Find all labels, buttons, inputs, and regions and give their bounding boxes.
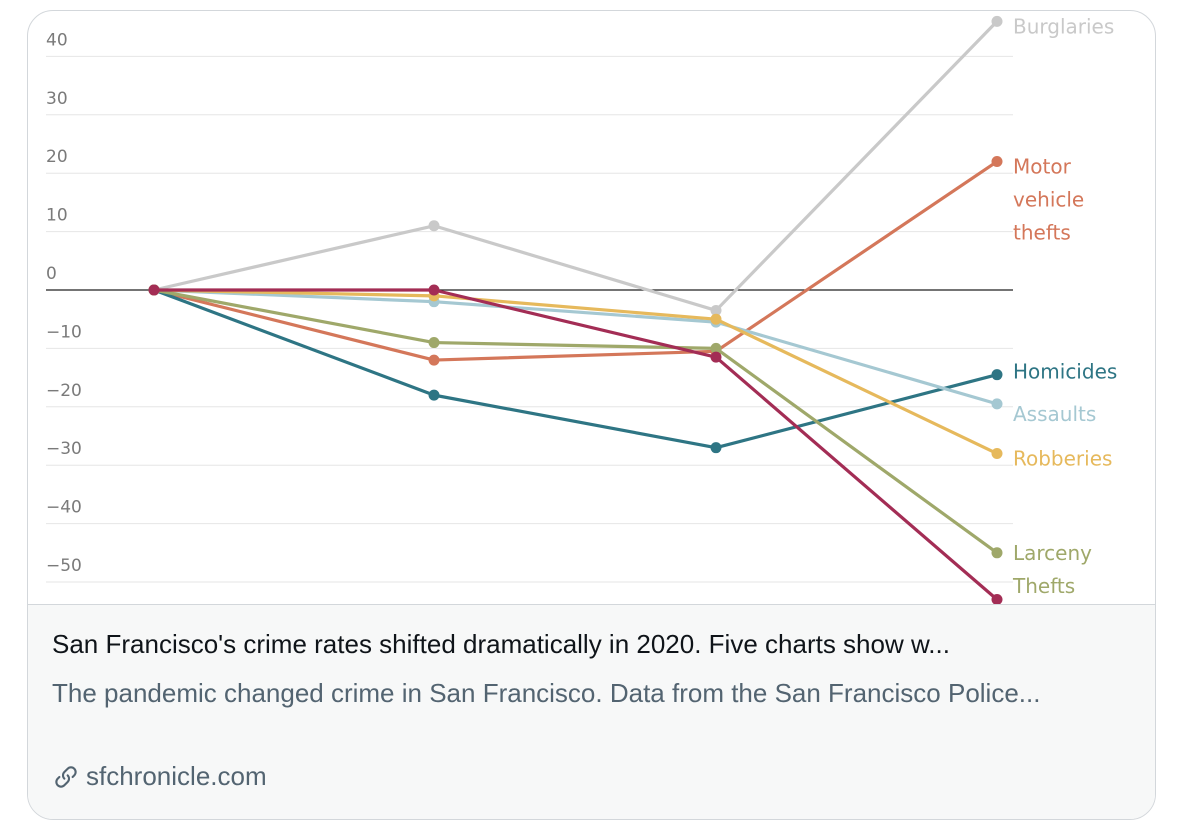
- data-point-robberies: [710, 313, 722, 325]
- link-domain-text: sfchronicle.com: [86, 761, 267, 791]
- data-point-assaults: [991, 398, 1003, 410]
- y-tick-label: −50: [46, 556, 82, 576]
- data-point-homicides: [991, 369, 1003, 381]
- link-domain[interactable]: sfchronicle.com: [52, 761, 267, 792]
- series-label-homicides: Homicides: [1013, 360, 1117, 384]
- series-label-motor-vehicle-thefts: thefts: [1013, 221, 1071, 245]
- y-tick-label: −10: [46, 322, 82, 342]
- y-tick-label: −40: [46, 498, 82, 518]
- series-line-motor-vehicle-thefts: [153, 160, 998, 362]
- data-point-series: [148, 284, 160, 296]
- data-point-homicides: [710, 442, 722, 454]
- data-point-series: [710, 351, 722, 363]
- y-tick-label: 40: [46, 30, 68, 50]
- data-point-series: [428, 284, 440, 296]
- series-line-assaults: [153, 288, 998, 406]
- chart-image[interactable]: 40 30 20 10 0 −10 −20 −30 −40 −50 Burglaries Motor v…: [28, 11, 1155, 604]
- data-point-larceny-thefts: [428, 337, 440, 349]
- series-label-robberies: Robberies: [1013, 447, 1112, 471]
- series-label-larceny-thefts: Larceny: [1013, 541, 1092, 565]
- link-description: The pandemic changed crime in San Franci…: [52, 678, 1041, 708]
- series-line-robberies: [153, 288, 998, 455]
- line-chart: 40 30 20 10 0 −10 −20 −30 −40 −50 Burglaries Motor v…: [46, 14, 1117, 604]
- series-label-assaults: Assaults: [1013, 402, 1096, 426]
- data-point-motor-vehicle-thefts: [428, 354, 440, 366]
- y-tick-label: −20: [46, 381, 82, 401]
- series-label-motor-vehicle-thefts: Motor: [1013, 155, 1072, 179]
- y-tick-label: 20: [46, 147, 68, 167]
- data-point-burglaries: [428, 220, 440, 232]
- data-point-homicides: [428, 389, 440, 401]
- data-point-robberies: [991, 448, 1003, 460]
- link-card[interactable]: 40 30 20 10 0 −10 −20 −30 −40 −50 Burglaries Motor v…: [27, 10, 1156, 820]
- data-point-larceny-thefts: [991, 547, 1003, 559]
- series-line-burglaries: [153, 20, 999, 313]
- y-tick-label: 30: [46, 89, 68, 109]
- link-title[interactable]: San Francisco's crime rates shifted dram…: [52, 629, 950, 659]
- series-line-larceny-thefts: [153, 288, 998, 555]
- link-preview-footer[interactable]: San Francisco's crime rates shifted dram…: [28, 604, 1155, 819]
- y-tick-label: −30: [46, 439, 82, 459]
- series-line-homicides: [153, 288, 998, 450]
- series-label-larceny-thefts: Thefts: [1012, 574, 1075, 598]
- series-label-motor-vehicle-thefts: vehicle: [1013, 188, 1084, 212]
- data-point-series: [991, 594, 1003, 604]
- data-point-motor-vehicle-thefts: [991, 156, 1003, 168]
- series-label-burglaries: Burglaries: [1013, 14, 1114, 38]
- data-point-burglaries: [991, 15, 1003, 27]
- data-point-larceny-thefts: [710, 342, 722, 354]
- series-line-series: [154, 288, 999, 601]
- y-tick-label: 0: [46, 264, 57, 284]
- data-point-burglaries: [710, 304, 722, 316]
- link-icon: [52, 763, 80, 791]
- y-tick-label: 10: [46, 206, 68, 226]
